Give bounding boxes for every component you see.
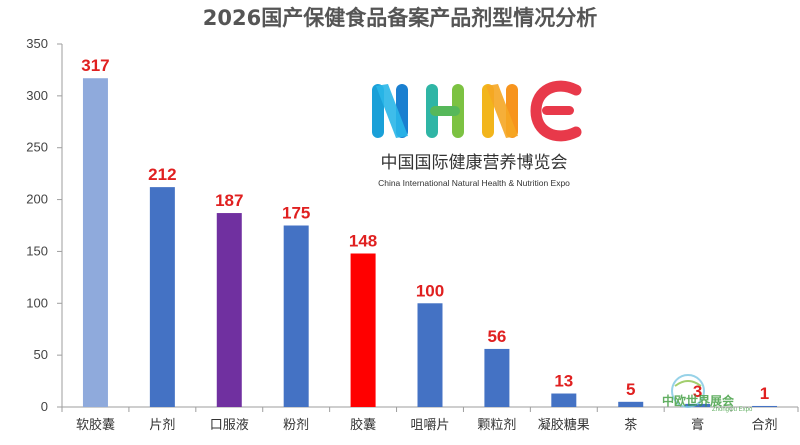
bar [417, 303, 443, 407]
x-tick-label: 片剂 [149, 418, 175, 433]
x-tick-label: 软胶囊 [76, 417, 115, 433]
data-labels: 317 212 187 175 148 100 56 13 5 3 1 [81, 56, 769, 403]
data-label: 13 [554, 372, 573, 391]
logo-subtitle-cn: 中国国际健康营养博览会 [381, 153, 568, 173]
y-tick-label: 100 [26, 295, 48, 310]
bar [350, 253, 376, 407]
logo-letter-n2 [482, 84, 518, 138]
data-label: 148 [349, 232, 377, 251]
watermark-subtext: ZhongOu Expo [712, 407, 753, 413]
logo-letter-n [372, 84, 408, 138]
bar [551, 393, 577, 407]
y-tick-label: 200 [26, 192, 48, 207]
x-tick-label: 粉剂 [283, 418, 309, 433]
x-tick-label: 颗粒剂 [477, 418, 516, 433]
bar [484, 348, 510, 407]
logo-subtitle-en: China International Natural Health & Nut… [378, 178, 570, 188]
x-tick-label: 胶囊 [350, 417, 376, 433]
y-axis: 0 50 100 150 200 250 300 350 [26, 36, 63, 414]
y-tick-label: 350 [26, 36, 48, 51]
bar [752, 405, 778, 407]
bar [149, 187, 175, 407]
bar [618, 401, 644, 407]
y-tick-label: 150 [26, 243, 48, 258]
logo-letter-h [426, 84, 464, 138]
y-tick-label: 250 [26, 140, 48, 155]
bar [82, 78, 108, 408]
data-label: 5 [626, 380, 635, 399]
chart-title: 2026国产保健食品备案产品剂型情况分析 [203, 6, 597, 30]
bar [685, 403, 711, 407]
x-axis: 软胶囊 片剂 口服液 粉剂 胶囊 咀嚼片 颗粒剂 凝胶糖果 茶 膏 合剂 [61, 406, 799, 433]
watermark-text: 中欧世界展会 [662, 393, 735, 408]
bars [82, 78, 778, 408]
data-label: 3 [693, 382, 702, 401]
x-tick-label: 合剂 [752, 418, 778, 433]
logo-letter-e [530, 80, 582, 142]
x-tick-label: 膏 [691, 417, 704, 433]
y-tick-label: 0 [41, 399, 48, 414]
y-tick-label: 300 [26, 88, 48, 103]
data-label: 175 [282, 204, 310, 223]
bar [283, 225, 309, 407]
x-tick-label: 凝胶糖果 [538, 417, 590, 433]
nhne-logo: 中国国际健康营养博览会 China International Natural … [372, 80, 582, 188]
data-label: 56 [487, 327, 506, 346]
data-label: 187 [215, 191, 243, 210]
data-label: 212 [148, 165, 176, 184]
data-label: 100 [416, 281, 444, 300]
bar [216, 213, 242, 407]
data-label: 317 [81, 56, 109, 75]
data-label: 1 [760, 384, 769, 403]
expo-watermark: 中欧世界展会 ZhongOu Expo [662, 374, 753, 413]
x-tick-label: 茶 [624, 417, 637, 433]
x-tick-label: 口服液 [210, 418, 249, 433]
y-tick-label: 50 [34, 347, 48, 362]
x-tick-label: 咀嚼片 [410, 418, 449, 433]
